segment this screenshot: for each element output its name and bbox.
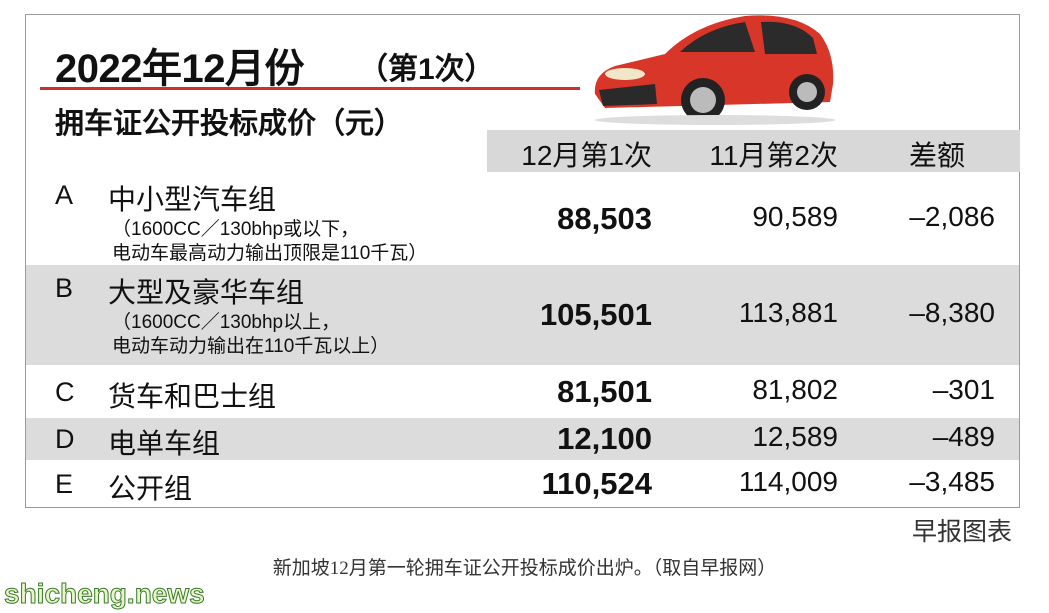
cell-value: –3,485 xyxy=(909,466,995,497)
row-note: （1600CC／130bhp或以下， xyxy=(112,219,360,240)
cell-value: –2,086 xyxy=(909,200,995,232)
row-name: 大型及豪华车组 xyxy=(108,277,305,308)
round: （第1次） xyxy=(358,53,495,86)
row-note: （1600CC／130bhp以上， xyxy=(112,312,341,333)
row-code: B xyxy=(55,273,74,303)
cell-value: –489 xyxy=(932,421,995,452)
row-code: A xyxy=(55,180,74,210)
column-header: 差额 xyxy=(908,140,965,171)
row-note: 电动车动力输出在110千瓦以上） xyxy=(112,336,390,357)
row-name: 货车和巴士组 xyxy=(108,380,277,412)
table-frame xyxy=(25,14,1020,508)
cell-value: 90,589 xyxy=(752,200,838,232)
cell-value: 88,503 xyxy=(557,200,652,236)
column-header: 11月第2次 xyxy=(709,140,838,171)
cell-value: 113,881 xyxy=(738,297,838,328)
cell-value: 12,589 xyxy=(752,421,838,452)
cell-value: 110,524 xyxy=(541,466,652,501)
cell-value: 105,501 xyxy=(539,297,652,332)
row-code: C xyxy=(55,376,75,407)
row-code: D xyxy=(55,424,75,454)
row-name: 公开组 xyxy=(108,473,193,504)
cell-value: –301 xyxy=(932,373,995,405)
caption: 新加坡12月第一轮拥车证公开投标成价出炉。（取自早报网） xyxy=(272,558,777,579)
cell-value: –8,380 xyxy=(909,297,995,328)
row-note: 电动车最高动力输出顶限是110千瓦） xyxy=(112,243,428,264)
cell-value: 114,009 xyxy=(738,466,838,497)
subtitle: 拥车证公开投标成价（元） xyxy=(55,108,404,140)
column-header: 12月第1次 xyxy=(521,140,652,171)
cell-value: 81,802 xyxy=(752,373,838,405)
row-name: 电单车组 xyxy=(108,428,221,459)
source: 早报图表 xyxy=(912,518,1013,546)
cell-value: 81,501 xyxy=(557,373,652,409)
row-band xyxy=(26,418,1019,460)
title: 2022年12月份 xyxy=(55,47,304,91)
header-band xyxy=(487,130,1020,172)
row-code: E xyxy=(55,469,74,499)
title-rule xyxy=(40,87,580,90)
car-illustration xyxy=(594,15,835,125)
watermark: shicheng.news xyxy=(4,578,206,610)
row-name: 中小型汽车组 xyxy=(108,184,277,215)
cell-value: 12,100 xyxy=(557,421,652,456)
row-band xyxy=(26,265,1019,365)
